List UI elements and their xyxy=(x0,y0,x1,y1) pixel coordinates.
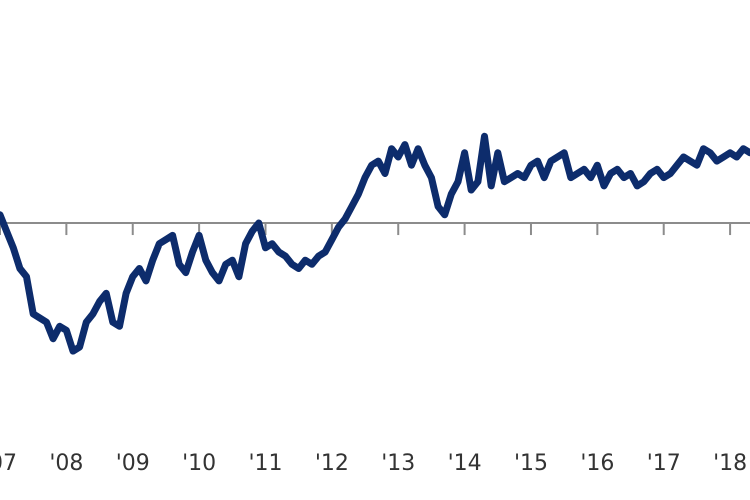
x-tick-label: '15 xyxy=(514,451,548,476)
x-tick-label: '18 xyxy=(713,451,747,476)
series-layer xyxy=(0,132,750,355)
x-axis xyxy=(0,222,750,236)
x-tick-label: '17 xyxy=(647,451,681,476)
x-tick-label: '08 xyxy=(49,451,83,476)
series-line xyxy=(0,132,750,355)
x-tick-label: '10 xyxy=(182,451,216,476)
x-tick-label: '07 xyxy=(0,451,17,476)
x-tick-label: '14 xyxy=(448,451,482,476)
x-tick-label: '13 xyxy=(381,451,415,476)
x-tick-label: '11 xyxy=(248,451,282,476)
x-tick-label: '16 xyxy=(580,451,614,476)
x-tick-label: '09 xyxy=(116,451,150,476)
x-tick-labels: '07 '08 '09 '10 '11 '12 '13 '14 '15 '16 '17 '18 xyxy=(0,451,747,476)
x-tick-label: '12 xyxy=(315,451,349,476)
